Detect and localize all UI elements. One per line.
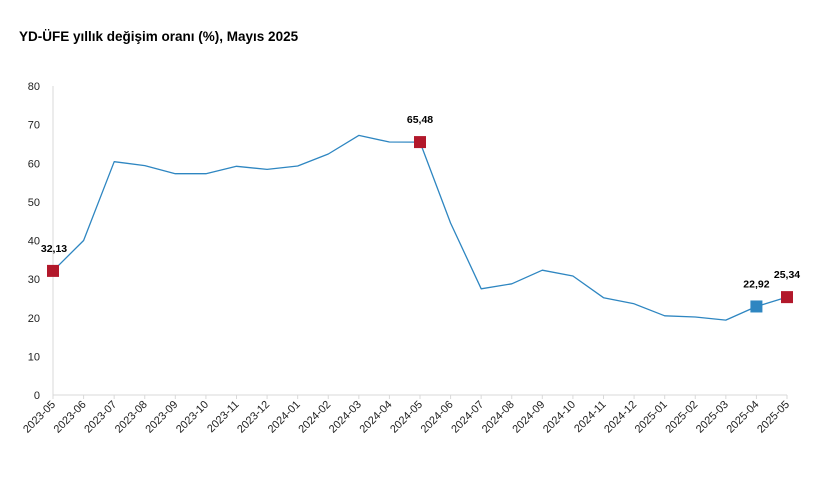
- y-tick-label: 50: [28, 197, 40, 209]
- x-tick-label: 2024-03: [327, 399, 364, 436]
- y-tick-label: 80: [28, 81, 40, 93]
- data-point-marker: [750, 300, 763, 313]
- data-label: 25,34: [774, 269, 800, 281]
- x-tick-label: 2023-08: [113, 399, 150, 436]
- y-tick-label: 40: [28, 236, 40, 248]
- x-tick-label: 2025-01: [633, 399, 670, 436]
- x-tick-label: 2024-12: [602, 399, 639, 436]
- data-point-marker: [47, 264, 59, 277]
- x-tick-label: 2024-08: [480, 399, 517, 436]
- y-tick-label: 70: [28, 120, 40, 132]
- x-tick-label: 2024-01: [266, 399, 303, 436]
- data-label: 65,48: [407, 114, 433, 126]
- x-tick-label: 2024-10: [541, 399, 578, 436]
- data-label-group: 32,13 65,48 22,92 25,34: [41, 114, 800, 290]
- x-tick-label: 2024-02: [296, 399, 333, 436]
- y-tick-label: 10: [28, 351, 40, 363]
- data-label: 22,92: [743, 278, 769, 290]
- data-point-marker: [781, 291, 793, 304]
- x-tick-label: 2024-06: [419, 399, 456, 436]
- series-line: [52, 134, 788, 321]
- x-tick-label: 2024-05: [388, 399, 425, 436]
- x-tick-label: 2024-11: [572, 399, 608, 435]
- x-tick-label: 2025-02: [663, 399, 700, 436]
- x-tick-label: 2023-07: [82, 399, 119, 436]
- y-tick-label: 20: [28, 313, 40, 325]
- x-tick-label: 2023-12: [235, 399, 272, 436]
- axes: [52, 86, 787, 396]
- x-tick-label: 2023-06: [52, 399, 89, 436]
- x-tick-label: 2024-09: [510, 399, 547, 436]
- x-tick-label: 2024-07: [449, 399, 486, 436]
- x-tick-label: 2025-05: [755, 399, 792, 436]
- x-tick-label: 2023-11: [205, 399, 241, 435]
- x-axis-ticks: 2023-052023-062023-072023-082023-092023-…: [21, 395, 792, 436]
- chart-title: YD-ÜFE yıllık değişim oranı (%), Mayıs 2…: [19, 29, 299, 44]
- x-tick-label: 2023-10: [174, 399, 211, 436]
- y-tick-label: 60: [28, 158, 40, 170]
- data-label: 32,13: [41, 243, 67, 255]
- y-tick-label: 30: [28, 274, 40, 286]
- y-tick-label: 0: [34, 390, 40, 402]
- x-tick-label: 2023-09: [143, 399, 180, 436]
- data-point-marker: [414, 136, 426, 149]
- y-axis-ticks: 0 10 20 30 40 50 60 70 80: [28, 81, 40, 402]
- x-tick-label: 2025-04: [725, 399, 762, 436]
- marker-group: [47, 136, 793, 313]
- series-group: [52, 134, 788, 321]
- x-tick-label: 2025-03: [694, 399, 731, 436]
- x-tick-label: 2024-04: [358, 399, 395, 436]
- x-tick-label: 2023-05: [21, 399, 58, 436]
